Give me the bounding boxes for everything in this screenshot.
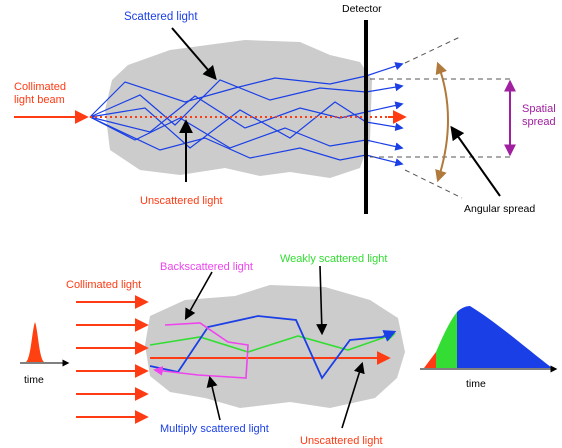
unscattered-light-label-bottom: Unscattered light bbox=[300, 435, 383, 447]
collimated-beam-label-1: Collimated bbox=[14, 81, 66, 93]
angular-pointer-arrow bbox=[450, 125, 501, 197]
scattering-medium-top bbox=[105, 40, 372, 178]
collimated-light-arrows bbox=[76, 295, 149, 424]
detector-label: Detector bbox=[342, 3, 382, 15]
collimated-beam-label-2: light beam bbox=[14, 94, 65, 106]
input-pulse-shape bbox=[26, 322, 44, 362]
weakly-scattered-light-label: Weakly scattered light bbox=[280, 253, 387, 265]
profile-red-segment bbox=[424, 352, 436, 368]
weakly-scattered-path bbox=[149, 331, 396, 353]
bottom-panel: time time Collimated light Backscattered… bbox=[20, 253, 558, 447]
scattering-medium-bottom bbox=[145, 285, 405, 408]
unscattered-light-label: Unscattered light bbox=[140, 195, 223, 207]
time-label-right: time bbox=[466, 378, 486, 390]
profile-green-segment bbox=[436, 312, 457, 368]
profile-blue-segment bbox=[457, 306, 552, 368]
scattered-pointer-arrow bbox=[171, 27, 217, 81]
unscattered-pointer-arrow-bottom bbox=[341, 361, 365, 429]
spread-guide-lines bbox=[370, 35, 510, 199]
spatial-spread-label-1: Spatial bbox=[522, 103, 556, 115]
angular-spread-label: Angular spread bbox=[464, 203, 535, 215]
top-panel: Detector Scattered light Collimated ligh… bbox=[14, 3, 556, 215]
multiply-scattered-pointer-arrow bbox=[206, 375, 221, 421]
weakly-scattered-pointer-arrow bbox=[316, 265, 328, 336]
spatial-spread-label-2: spread bbox=[522, 116, 556, 128]
backscattered-pointer-arrow bbox=[184, 271, 213, 320]
time-label-left: time bbox=[24, 374, 44, 386]
multiply-scattered-path bbox=[149, 315, 397, 380]
angular-spread-arc bbox=[435, 61, 449, 183]
multiply-scattered-light-label: Multiply scattered light bbox=[160, 423, 269, 435]
backscattered-light-label: Backscattered light bbox=[160, 261, 253, 273]
output-pulse-plot: time bbox=[420, 306, 558, 390]
collimated-light-label: Collimated light bbox=[66, 279, 141, 291]
scattered-light-label: Scattered light bbox=[124, 11, 198, 23]
backscattered-path bbox=[153, 322, 249, 379]
input-pulse-plot: time bbox=[20, 322, 70, 386]
